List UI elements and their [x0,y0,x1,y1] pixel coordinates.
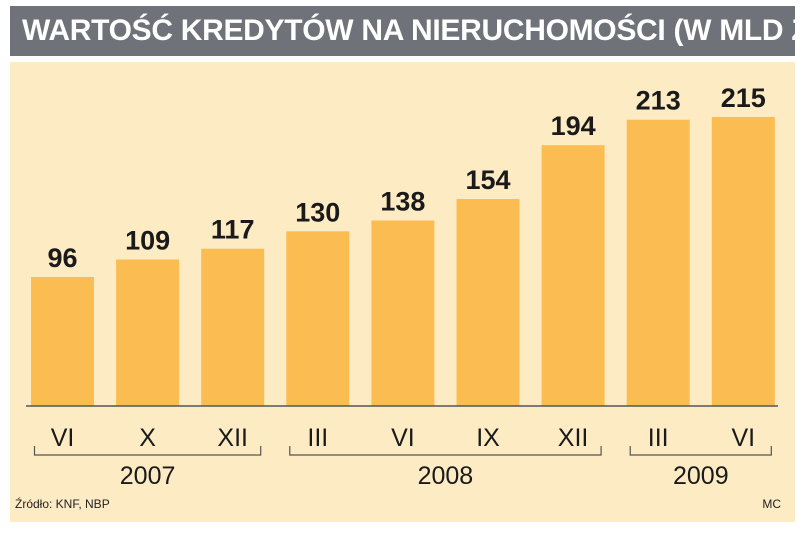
year-label-1: 2008 [418,462,474,490]
data-label-3: 130 [295,197,340,227]
data-label-8: 215 [721,83,766,113]
tick-label-4: VI [391,424,415,452]
data-label-4: 138 [380,187,425,217]
data-label-2: 117 [211,215,255,245]
tick-label-1: X [139,424,156,452]
tick-label-6: XII [558,424,589,452]
data-label-1: 109 [125,226,170,256]
data-label-5: 154 [465,165,510,195]
tick-label-7: III [648,424,669,452]
bar-5 [456,199,520,406]
tick-label-3: III [307,424,328,452]
bar-0 [31,277,94,406]
author-credit: MC [762,497,781,511]
bar-3 [286,231,350,406]
chart-title: WARTOŚĆ KREDYTÓW NA NIERUCHOMOŚCI (W MLD… [22,14,805,47]
year-bracket-1 [289,446,602,456]
data-label-6: 194 [551,111,596,141]
bar-6 [541,145,605,406]
data-label-0: 96 [47,243,77,273]
tick-label-8: VI [731,424,755,452]
tick-label-2: XII [217,424,248,452]
bar-8 [711,117,775,406]
bar-1 [116,259,180,406]
bar-7 [626,119,690,406]
tick-label-5: IX [476,424,500,452]
bar-2 [201,248,265,406]
year-label-2: 2009 [673,462,729,490]
year-bracket-2 [629,446,772,456]
bar-4 [371,220,435,406]
year-bracket-0 [33,446,262,456]
tick-label-0: VI [51,424,75,452]
data-label-7: 213 [636,86,681,116]
year-label-0: 2007 [120,462,176,490]
title-bar: WARTOŚĆ KREDYTÓW NA NIERUCHOMOŚCI (W MLD… [10,6,805,56]
source-note: Źródło: KNF, NBP [15,497,110,511]
